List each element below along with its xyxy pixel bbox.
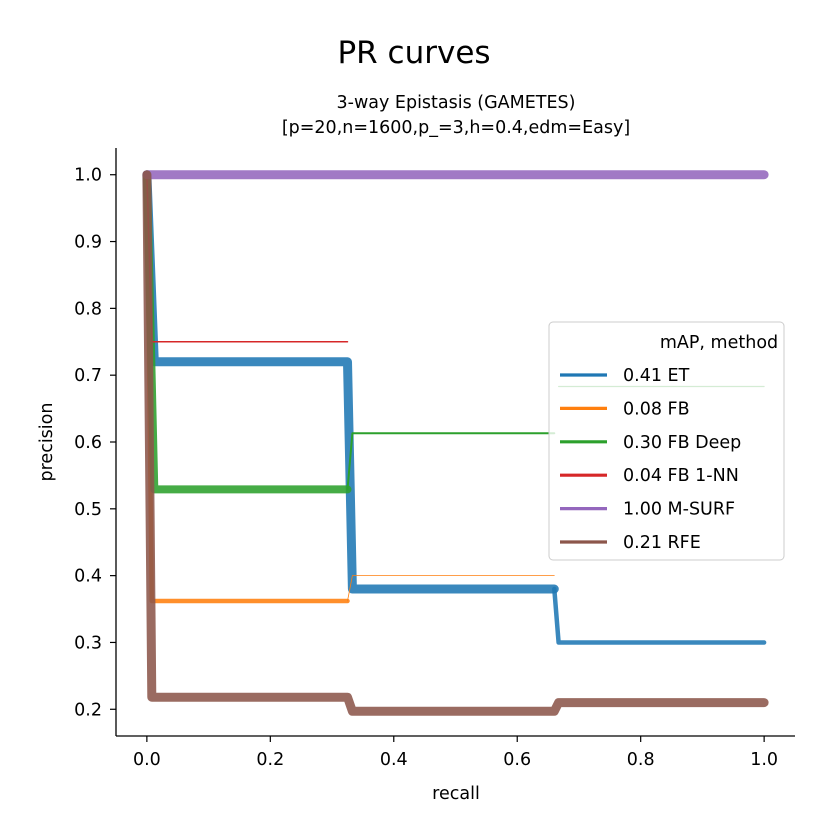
y-tick-label-7: 0.9 — [74, 233, 102, 253]
series-line-0-segment-0 — [142, 170, 559, 594]
legend-label-0: 0.41 ET — [623, 366, 690, 386]
x-tick-label-0: 0.0 — [133, 750, 161, 770]
y-ticks: 0.2 0.3 0.4 0.5 0.6 0.7 0.8 0.9 1.0 — [74, 166, 116, 720]
x-axis-label: recall — [432, 784, 480, 804]
legend: mAP, method 0.41 ET0.08 FB0.30 FB Deep0.… — [548, 321, 785, 561]
series-line-2-segment-0 — [142, 170, 352, 494]
x-tick-label-3: 0.6 — [503, 750, 531, 770]
legend-label-3: 0.04 FB 1-NN — [623, 466, 739, 486]
series-line-2-segment-1 — [346, 432, 556, 491]
x-tick-label-5: 1.0 — [750, 750, 778, 770]
y-tick-label-2: 0.4 — [74, 567, 102, 587]
y-tick-label-5: 0.7 — [74, 366, 102, 386]
legend-label-2: 0.30 FB Deep — [623, 433, 741, 453]
legend-label-5: 0.21 RFE — [623, 533, 701, 553]
legend-frame — [548, 321, 785, 561]
y-tick-label-8: 1.0 — [74, 166, 102, 186]
chart-title: PR curves — [337, 35, 490, 71]
x-ticks: 0.0 0.2 0.4 0.6 0.8 1.0 — [133, 736, 778, 770]
legend-entries: 0.41 ET 0.08 FB 0.30 FB Deep 0.04 FB 1-NN 1.… — [560, 366, 741, 553]
chart-subtitle-line-1: 3-way Epistasis (GAMETES) — [337, 93, 576, 113]
series-line-1-segment-1 — [347, 575, 555, 602]
x-tick-label-4: 0.8 — [627, 750, 655, 770]
series-line-5-segment-0 — [142, 170, 769, 716]
y-tick-label-0: 0.2 — [74, 700, 102, 720]
x-tick-label-2: 0.4 — [380, 750, 408, 770]
y-tick-label-1: 0.3 — [74, 633, 102, 653]
x-tick-label-1: 0.2 — [256, 750, 284, 770]
series-line-0-segment-1 — [552, 586, 767, 645]
series-line-1-segment-0 — [144, 172, 350, 604]
legend-label-1: 0.08 FB — [623, 399, 690, 419]
y-tick-label-4: 0.6 — [74, 433, 102, 453]
y-tick-label-3: 0.5 — [74, 500, 102, 520]
legend-title: mAP, method — [660, 333, 778, 353]
plot-lines — [142, 170, 769, 716]
chart-subtitle-line-2: [p=20,n=1600,p_=3,h=0.4,edm=Easy] — [282, 118, 630, 138]
series-line-3-segment-0 — [146, 173, 349, 343]
y-tick-label-6: 0.8 — [74, 299, 102, 319]
legend-label-4: 1.00 M-SURF — [623, 500, 735, 520]
y-axis-label: precision — [37, 403, 57, 482]
